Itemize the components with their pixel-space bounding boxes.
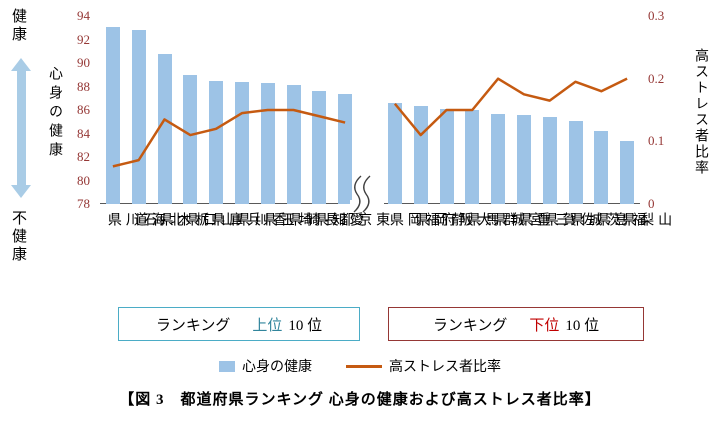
category-label: 石川県 bbox=[105, 212, 157, 231]
category-label: 三重県 bbox=[516, 212, 568, 231]
left-axis-tick: 78 bbox=[77, 196, 90, 211]
line-swatch-icon bbox=[346, 364, 382, 368]
ranking-prefix: ランキング bbox=[155, 317, 231, 334]
right-axis-tick: 0.3 bbox=[648, 8, 665, 23]
right-axis-tick: 0.1 bbox=[648, 133, 665, 149]
left-axis-tick: 94 bbox=[77, 8, 90, 23]
bar bbox=[286, 85, 301, 204]
health-scale-arrow-icon bbox=[11, 58, 31, 198]
arrow-shaft bbox=[16, 71, 26, 185]
arrow-up-head bbox=[11, 58, 31, 71]
axis-break-icon bbox=[350, 175, 384, 213]
bar bbox=[387, 102, 402, 204]
ranking-rank: 上位 bbox=[252, 317, 283, 334]
bar bbox=[568, 120, 583, 204]
ranking-rank: 下位 bbox=[529, 317, 560, 334]
left-axis-tick: 80 bbox=[77, 172, 90, 188]
bar bbox=[542, 117, 557, 204]
right-axis-title: 高ストレス者比率 bbox=[693, 48, 708, 176]
bar bbox=[516, 114, 531, 204]
plot-area: 石川県 北海道 栃木県 山口県 兵庫県 香川県 埼玉県 長崎県 愛知県 東京都 福岡県 静岡県 大阪府群… bbox=[100, 16, 671, 231]
bar bbox=[439, 108, 454, 204]
bar bbox=[209, 80, 224, 204]
bar-swatch-icon bbox=[219, 360, 235, 372]
healthy-label: 健康 bbox=[10, 8, 26, 44]
ranking-suffix: 10 位 bbox=[565, 317, 600, 334]
category-label: 兵庫県 bbox=[209, 212, 261, 231]
left-axis-tick: 90 bbox=[77, 55, 90, 70]
legend-bar-label: 心身の健康 bbox=[242, 360, 312, 375]
category-label: 香川県 bbox=[234, 212, 286, 231]
bar bbox=[491, 113, 506, 204]
arrow-down-head bbox=[11, 185, 31, 198]
bar bbox=[620, 140, 635, 204]
category-label: 静岡県 bbox=[413, 212, 465, 231]
right-axis-tick: 0.2 bbox=[648, 70, 665, 86]
category-label: 福岡県 bbox=[387, 212, 439, 231]
category-label: 東京都 bbox=[338, 212, 390, 231]
bar bbox=[183, 74, 198, 204]
bar bbox=[594, 131, 609, 204]
category-label: 北海道 bbox=[131, 212, 183, 231]
left-axis-tick: 92 bbox=[77, 31, 90, 47]
category-label: 茨城県 bbox=[568, 212, 620, 231]
ranking-box-top10: ランキング 上位 10 位 bbox=[118, 307, 360, 341]
category-label: 宮城県 bbox=[491, 212, 543, 231]
right-axis-tick: 0 bbox=[648, 196, 655, 211]
stress-ratio-line bbox=[112, 77, 628, 168]
category-label: 山梨県 bbox=[620, 212, 672, 231]
bar bbox=[157, 53, 172, 204]
ranking-prefix: ランキング bbox=[432, 317, 508, 334]
bar bbox=[312, 91, 327, 204]
category-label: 愛知県 bbox=[312, 212, 364, 231]
ranking-box-bottom10: ランキング 下位 10 位 bbox=[388, 307, 644, 341]
left-axis-title: 心身の健康 bbox=[47, 66, 62, 161]
category-label: 大阪府 bbox=[439, 212, 491, 231]
legend-item-bar: 心身の健康 bbox=[219, 356, 312, 376]
category-label: 埼玉県 bbox=[260, 212, 312, 231]
bar bbox=[105, 26, 120, 204]
bar bbox=[260, 82, 275, 204]
legend: 心身の健康 高ストレス者比率 bbox=[0, 356, 720, 376]
legend-item-line: 高ストレス者比率 bbox=[346, 356, 501, 376]
left-axis-tick: 86 bbox=[77, 102, 90, 117]
figure-caption: 【図 3 都道府県ランキング 心身の健康および高ストレス者比率】 bbox=[119, 392, 601, 408]
category-label: 福島県 bbox=[594, 212, 646, 231]
legend-line-label: 高ストレス者比率 bbox=[389, 360, 501, 375]
category-label: 佐賀県 bbox=[542, 212, 594, 231]
category-label: 山口県 bbox=[183, 212, 235, 231]
left-axis-tick: 84 bbox=[77, 125, 90, 141]
ranking-suffix: 10 位 bbox=[288, 317, 323, 334]
category-label: 長崎県 bbox=[286, 212, 338, 231]
category-label: 栃木県 bbox=[157, 212, 209, 231]
left-axis-tick: 88 bbox=[77, 78, 90, 94]
category-label: 群馬県 bbox=[465, 212, 517, 231]
left-axis-ticks: 78 80 82 84 86 88 90 92 94 bbox=[58, 8, 96, 211]
left-axis-tick: 82 bbox=[77, 149, 90, 164]
unhealthy-label: 不健康 bbox=[10, 210, 26, 264]
line-series-segment bbox=[112, 108, 346, 168]
right-axis-ticks: 0 0.1 0.2 0.3 bbox=[646, 8, 686, 211]
line-series-segment bbox=[393, 77, 628, 137]
bar bbox=[465, 110, 480, 204]
